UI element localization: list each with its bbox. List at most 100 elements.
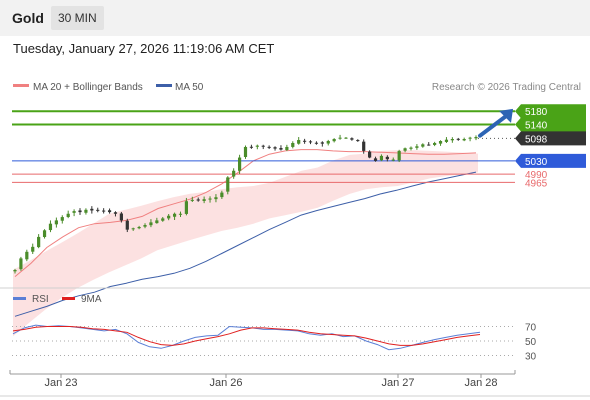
candle-body [149,222,153,226]
candle-body [362,141,366,151]
candle-body [474,137,478,139]
candle-body [338,137,342,139]
candle-body [391,159,395,161]
candle [397,149,401,163]
candle [178,211,183,218]
candle [155,217,159,224]
candle-body [42,230,47,238]
candle [84,208,88,215]
candle [356,139,360,142]
candle [249,144,254,149]
candle-body [373,158,378,161]
candle [297,137,301,145]
candle-body [468,137,472,139]
candle [13,268,17,274]
candle [326,139,330,146]
rsi-ma-legend-swatch [62,297,75,300]
candle-body [190,199,194,201]
candle [391,157,395,162]
candle [444,137,449,144]
candle-body [427,144,431,146]
candle-body [113,212,118,214]
candle [96,207,100,213]
rsi-tick-label-70: 70 [525,323,537,334]
candle [19,256,23,271]
candle [190,196,194,203]
candle [66,210,70,219]
candle [373,156,378,162]
candle-body [96,209,100,211]
candle-body [444,139,449,142]
level-tag-bg [515,117,586,132]
candle-body [48,223,53,231]
x-tick-label: Jan 23 [44,377,77,389]
level-tag-bg [515,104,586,119]
candle [243,145,248,159]
timestamp: Tuesday, January 27, 2026 11:19:06 AM CE… [13,41,275,56]
candle [433,141,437,147]
symbol-title: Gold [12,10,44,26]
forecast-arrow-head [499,108,513,123]
candle-body [237,157,242,171]
candle [232,168,236,179]
candle-body [125,220,129,230]
candle [308,140,313,145]
candle-body [409,147,413,149]
candle [125,218,129,233]
candle [119,211,123,223]
forecast-arrow-shaft [478,114,507,138]
candle-body [31,246,35,252]
ma50-line [14,171,477,317]
candle-body [326,141,330,144]
level-tag-5030: 5030 [515,153,586,168]
candle-body [19,258,23,270]
level-label-4990: 4990 [525,170,548,181]
candle-body [308,141,313,143]
level-tag-5180: 5180 [515,104,586,119]
candle-body [385,156,389,160]
candle-body [267,146,271,148]
candle-body [438,141,443,144]
last-price-tag-bg [515,131,586,146]
candle-body [184,201,188,214]
candle [184,197,188,216]
rsi-legend-swatch [13,297,26,300]
candle-body [456,138,460,140]
candle-body [161,218,165,221]
ma50-legend-swatch [156,84,172,87]
candle-body [25,251,29,260]
candle-body [462,139,466,141]
level-tag-5140: 5140 [515,117,586,132]
candle-body [119,213,123,221]
candle [314,141,319,145]
candle-body [66,213,70,217]
candle-body [54,220,58,225]
ma20-legend-swatch [13,84,29,87]
rsi-legend-label: RSI [32,294,49,305]
x-tick-label: Jan 27 [381,377,414,389]
candle-body [332,139,336,142]
candle-body [214,197,218,200]
candle [450,137,454,143]
candle-body [291,142,295,147]
candle [279,145,283,151]
candle-body [178,213,183,215]
interval-badge[interactable]: 30 MIN [51,6,104,30]
candle-body [261,145,265,147]
candle-body [450,139,454,141]
candle [131,227,135,231]
candle-body [356,140,360,142]
candle [303,138,307,144]
candle [54,217,58,228]
ma50-legend-label: MA 50 [175,82,204,93]
candle [285,144,289,151]
candle-body [379,155,384,161]
candle [161,216,165,222]
candle [143,223,147,229]
candle [320,141,324,147]
candle [344,136,348,139]
candle-body [37,236,41,248]
candle-body [285,146,289,151]
price-levels [12,110,515,183]
